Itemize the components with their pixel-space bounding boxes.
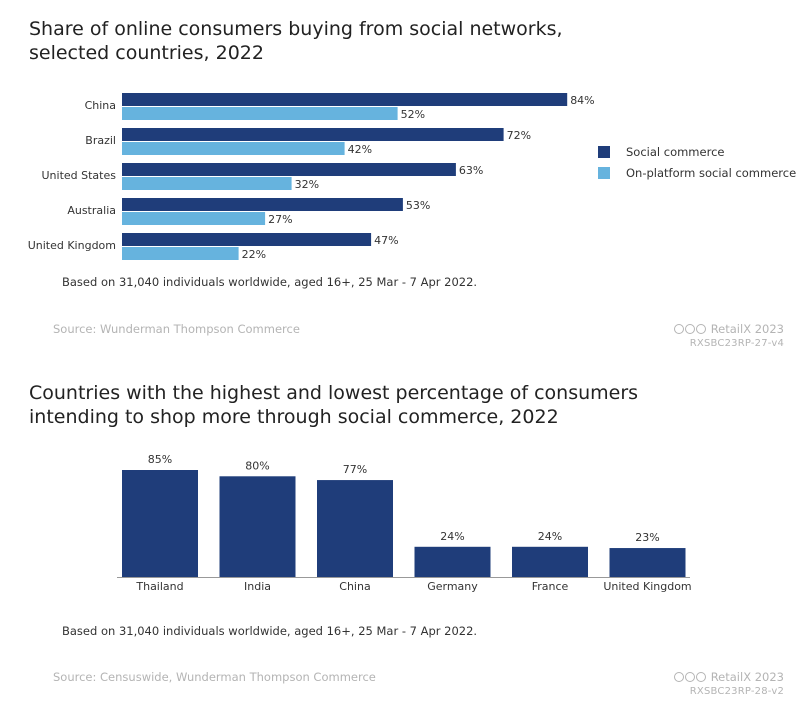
data-label-social-commerce-brazil: 72% xyxy=(507,129,531,142)
data-label-social-commerce-china: 84% xyxy=(570,94,594,107)
data-label-on-platform-social-commerce-united-states: 32% xyxy=(295,178,319,191)
category-label-brazil: Brazil xyxy=(85,134,116,147)
chart2-brand-text: RetailX 2023 xyxy=(710,670,784,684)
bar-social-commerce-united-states xyxy=(122,163,456,176)
cc-nd-icon xyxy=(696,672,707,682)
cc-icon xyxy=(674,324,685,334)
data-label-social-commerce-united-kingdom: 47% xyxy=(374,234,398,247)
data-label-thailand: 85% xyxy=(148,453,172,466)
legend-swatch-social-commerce xyxy=(598,146,610,158)
data-label-on-platform-social-commerce-brazil: 42% xyxy=(348,143,372,156)
cc-nd-icon xyxy=(696,324,707,334)
chart1-title-line2: selected countries, 2022 xyxy=(29,42,264,64)
category-label-france: France xyxy=(532,580,569,593)
category-label-united-kingdom: United Kingdom xyxy=(28,239,116,252)
category-label-united-kingdom: United Kingdom xyxy=(603,580,691,593)
data-label-china: 77% xyxy=(343,463,367,476)
bar-on-platform-social-commerce-australia xyxy=(122,212,266,225)
data-label-germany: 24% xyxy=(440,530,464,543)
data-label-on-platform-social-commerce-united-kingdom: 22% xyxy=(242,248,266,261)
category-label-china: China xyxy=(85,99,116,112)
legend-label-on-platform: On-platform social commerce xyxy=(626,166,797,180)
chart2-note: Based on 31,040 individuals worldwide, a… xyxy=(62,624,478,638)
cc-by-icon xyxy=(685,672,696,682)
bar-china xyxy=(317,480,393,577)
bar-united-kingdom xyxy=(609,548,686,577)
category-label-united-states: United States xyxy=(42,169,117,182)
legend-item-social-commerce: Social commerce xyxy=(598,145,724,159)
bar-on-platform-social-commerce-united-states xyxy=(122,177,292,190)
chart1-code: RXSBC23RP-27-v4 xyxy=(689,338,784,349)
bar-france xyxy=(512,546,588,577)
bar-on-platform-social-commerce-united-kingdom xyxy=(122,247,239,260)
chart2-brand: RetailX 2023 xyxy=(674,670,784,684)
bar-social-commerce-united-kingdom xyxy=(122,233,372,246)
bar-germany xyxy=(414,546,491,577)
legend-item-on-platform: On-platform social commerce xyxy=(598,166,796,180)
category-label-thailand: Thailand xyxy=(135,580,183,593)
bar-thailand xyxy=(122,470,198,577)
chart1-title: Share of online consumers buying from so… xyxy=(29,17,563,65)
bar-social-commerce-china xyxy=(122,93,568,106)
data-label-united-kingdom: 23% xyxy=(635,531,659,544)
cc-icon xyxy=(674,672,685,682)
chart2-source: Source: Censuswide, Wunderman Thompson C… xyxy=(53,670,376,684)
data-label-france: 24% xyxy=(538,530,562,543)
category-label-india: India xyxy=(244,580,271,593)
chart2-title-line2: intending to shop more through social co… xyxy=(29,406,559,428)
chart2-title: Countries with the highest and lowest pe… xyxy=(29,381,638,429)
bar-on-platform-social-commerce-brazil xyxy=(122,142,345,155)
data-label-on-platform-social-commerce-china: 52% xyxy=(401,108,425,121)
chart1-brand: RetailX 2023 xyxy=(674,322,784,336)
chart1-source: Source: Wunderman Thompson Commerce xyxy=(53,322,300,336)
category-label-china: China xyxy=(339,580,370,593)
chart1-note: Based on 31,040 individuals worldwide, a… xyxy=(62,275,478,289)
data-label-social-commerce-australia: 53% xyxy=(406,199,430,212)
chart1-brand-text: RetailX 2023 xyxy=(710,322,784,336)
data-label-on-platform-social-commerce-australia: 27% xyxy=(268,213,292,226)
chart1-title-line1: Share of online consumers buying from so… xyxy=(29,18,563,40)
chart2-code: RXSBC23RP-28-v2 xyxy=(689,686,784,697)
legend-label-social-commerce: Social commerce xyxy=(626,145,725,159)
data-label-india: 80% xyxy=(245,459,269,472)
bar-on-platform-social-commerce-china xyxy=(122,107,398,120)
chart2-title-line1: Countries with the highest and lowest pe… xyxy=(29,382,639,404)
bar-social-commerce-brazil xyxy=(122,128,504,141)
bar-social-commerce-australia xyxy=(122,198,403,211)
legend-swatch-on-platform xyxy=(598,167,610,179)
cc-by-icon xyxy=(685,324,696,334)
bar-india xyxy=(219,476,296,577)
category-label-australia: Australia xyxy=(67,204,116,217)
data-label-social-commerce-united-states: 63% xyxy=(459,164,483,177)
category-label-germany: Germany xyxy=(427,580,478,593)
